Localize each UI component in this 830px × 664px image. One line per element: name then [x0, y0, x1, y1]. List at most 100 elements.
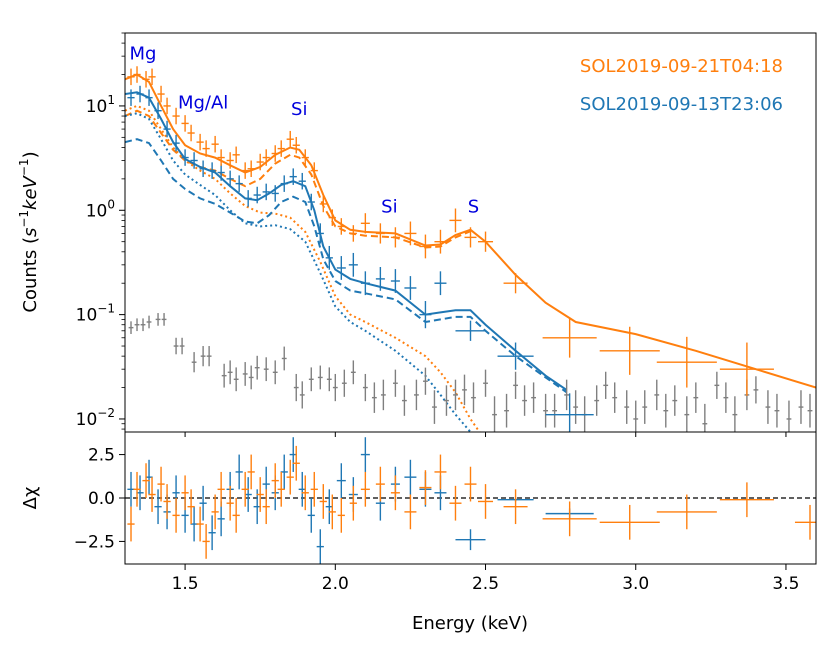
sol2019-09-21t04-18-residuals-point: [390, 475, 400, 511]
annotation-mg: Mg: [130, 43, 157, 64]
y-tick-exponent: 0: [107, 197, 115, 211]
sol2019-09-13t23-06-residuals-point: [455, 529, 486, 551]
residual-y-axis-ticks: 2.5 0.0 −2.5: [74, 446, 125, 552]
sol2019-09-21t04-18-data-point: [656, 336, 717, 388]
sol2019-09-21t04-18-residuals-point: [599, 504, 660, 540]
sol2019-09-21t04-18-residuals-point: [319, 484, 327, 519]
sol2019-09-13t23-06-residuals-point: [307, 498, 315, 533]
background-point: [173, 337, 179, 355]
sol2019-09-21t04-18-data-point: [196, 133, 204, 151]
line-annotations: Mg Mg/Al Si Si S: [130, 43, 480, 217]
sol2019-09-13t23-06-residuals-point: [199, 485, 207, 521]
sol2019-09-21t04-18-component-dotted-line: [125, 104, 481, 432]
background-point: [371, 382, 377, 413]
sol2019-09-21t04-18-residuals-point: [503, 489, 528, 525]
sol2019-09-21t04-18-residuals-point: [133, 471, 141, 507]
sol2019-09-21t04-18-data-point: [127, 68, 135, 86]
sol2019-09-21t04-18-data-point: [187, 124, 195, 142]
sol2019-09-13t23-06-data-point: [336, 256, 346, 280]
sol2019-09-13t23-06-data-point: [545, 393, 594, 432]
background-point: [432, 390, 437, 424]
y-tick-label: 101: [86, 93, 115, 117]
sol2019-09-21t04-18-residuals-point: [404, 494, 417, 530]
sol2019-09-21t04-18-residuals-point: [375, 466, 385, 502]
model-lines: [125, 73, 816, 432]
background-point: [402, 385, 407, 416]
background-point: [332, 373, 338, 402]
background-point: [263, 357, 269, 382]
sol2019-09-21t04-18-total-model-line: [125, 73, 816, 389]
legend-entry-1: SOL2019-09-21T04:18: [580, 56, 783, 77]
background-point: [723, 382, 729, 413]
background-point: [807, 393, 813, 428]
sol2019-09-21t04-18-data-point: [375, 223, 385, 244]
y-tick-label: 100: [86, 197, 115, 221]
y-tick-label: 10−2: [76, 406, 115, 430]
x-tick-label: 2.0: [322, 574, 349, 594]
background-point: [293, 373, 299, 402]
sol2019-09-21t04-18-residuals-point: [226, 485, 234, 521]
background-point: [350, 360, 356, 385]
sol2019-09-21t04-18-data-point: [404, 221, 417, 246]
y-tick-exponent: 1: [107, 93, 115, 107]
sol2019-09-13t23-06-data-point: [199, 160, 207, 178]
background-point: [753, 376, 759, 404]
background-point: [362, 373, 368, 402]
background-point: [522, 385, 527, 416]
sol2019-09-21t04-18-data-point: [337, 218, 345, 235]
sol2019-09-21t04-18-data-point: [226, 152, 234, 169]
background-point: [179, 337, 185, 355]
sol2019-09-13t23-06-data-point: [217, 164, 225, 181]
x-tick-label: 1.5: [172, 574, 199, 594]
sol2019-09-13t23-06-data-point: [136, 85, 144, 103]
sol2019-09-21t04-18-data-point: [328, 209, 336, 226]
background-point: [786, 400, 792, 432]
sol2019-09-21t04-18-data-point: [133, 66, 141, 83]
sol2019-09-13t23-06-data-point: [190, 152, 198, 169]
y-tick-label: 10−1: [76, 302, 115, 326]
sol2019-09-13t23-06-data-point: [289, 168, 297, 185]
legend: SOL2019-09-21T04:18 SOL2019-09-13T23:06: [580, 56, 783, 115]
sol2019-09-21t04-18-residuals-point: [277, 471, 285, 507]
sol2019-09-21t04-18-residuals-point: [434, 454, 447, 490]
sol2019-09-21t04-18-data-point: [202, 140, 210, 157]
background-point: [774, 393, 780, 428]
sol2019-09-13t23-06-data-point: [154, 102, 162, 119]
y-tick-exponent: −1: [97, 302, 115, 316]
sol2019-09-13t23-06-data-point: [455, 320, 486, 341]
sol2019-09-13t23-06-data-point: [419, 301, 432, 329]
sol2019-09-21t04-18-residuals-point: [211, 494, 219, 530]
sol2019-09-21t04-18-residuals-point: [217, 471, 225, 507]
y-tick-base: 10: [76, 306, 98, 326]
x-tick-label: 3.5: [772, 574, 799, 594]
background-point: [594, 385, 600, 416]
background-point: [380, 379, 386, 411]
sol2019-09-13t23-06-data-point: [244, 190, 252, 207]
sol2019-09-21t04-18-residuals-point: [794, 504, 816, 540]
background-point: [453, 379, 458, 411]
sol2019-09-13t23-06-data-point: [325, 245, 333, 270]
sol2019-09-13t23-06-data-point: [271, 185, 279, 202]
background-point: [206, 346, 212, 367]
sol2019-09-21t04-18-data-point: [262, 149, 270, 166]
sol2019-09-21t04-18-data-point: [301, 149, 309, 166]
residual-y-axis-label: Δχ: [20, 487, 41, 510]
residual-panel: 2.5 0.0 −2.5 1.5 2.0 2.5 3.0 3.5 Δχ Energy (ke…: [20, 431, 817, 634]
sol2019-09-21t04-18-data-point: [449, 208, 462, 233]
sol2019-09-21t04-18-data-point: [478, 231, 494, 252]
background-point: [483, 369, 488, 397]
sol2019-09-13t23-06-data-point: [253, 186, 261, 204]
residual-y-tick-label: 2.5: [88, 446, 115, 466]
background-point: [492, 396, 497, 432]
background-point: [513, 371, 518, 399]
background-point: [227, 360, 233, 385]
sol2019-09-13t23-06-data-point: [235, 175, 243, 192]
sol2019-09-13t23-06-residuals-point: [336, 463, 346, 498]
background-point: [341, 369, 347, 397]
x-tick-label: 2.5: [472, 574, 499, 594]
background-point: [233, 367, 239, 392]
background-point: [414, 379, 419, 411]
x-tick-label: 3.0: [622, 574, 649, 594]
annotation-mg-al: Mg/Al: [178, 92, 228, 113]
